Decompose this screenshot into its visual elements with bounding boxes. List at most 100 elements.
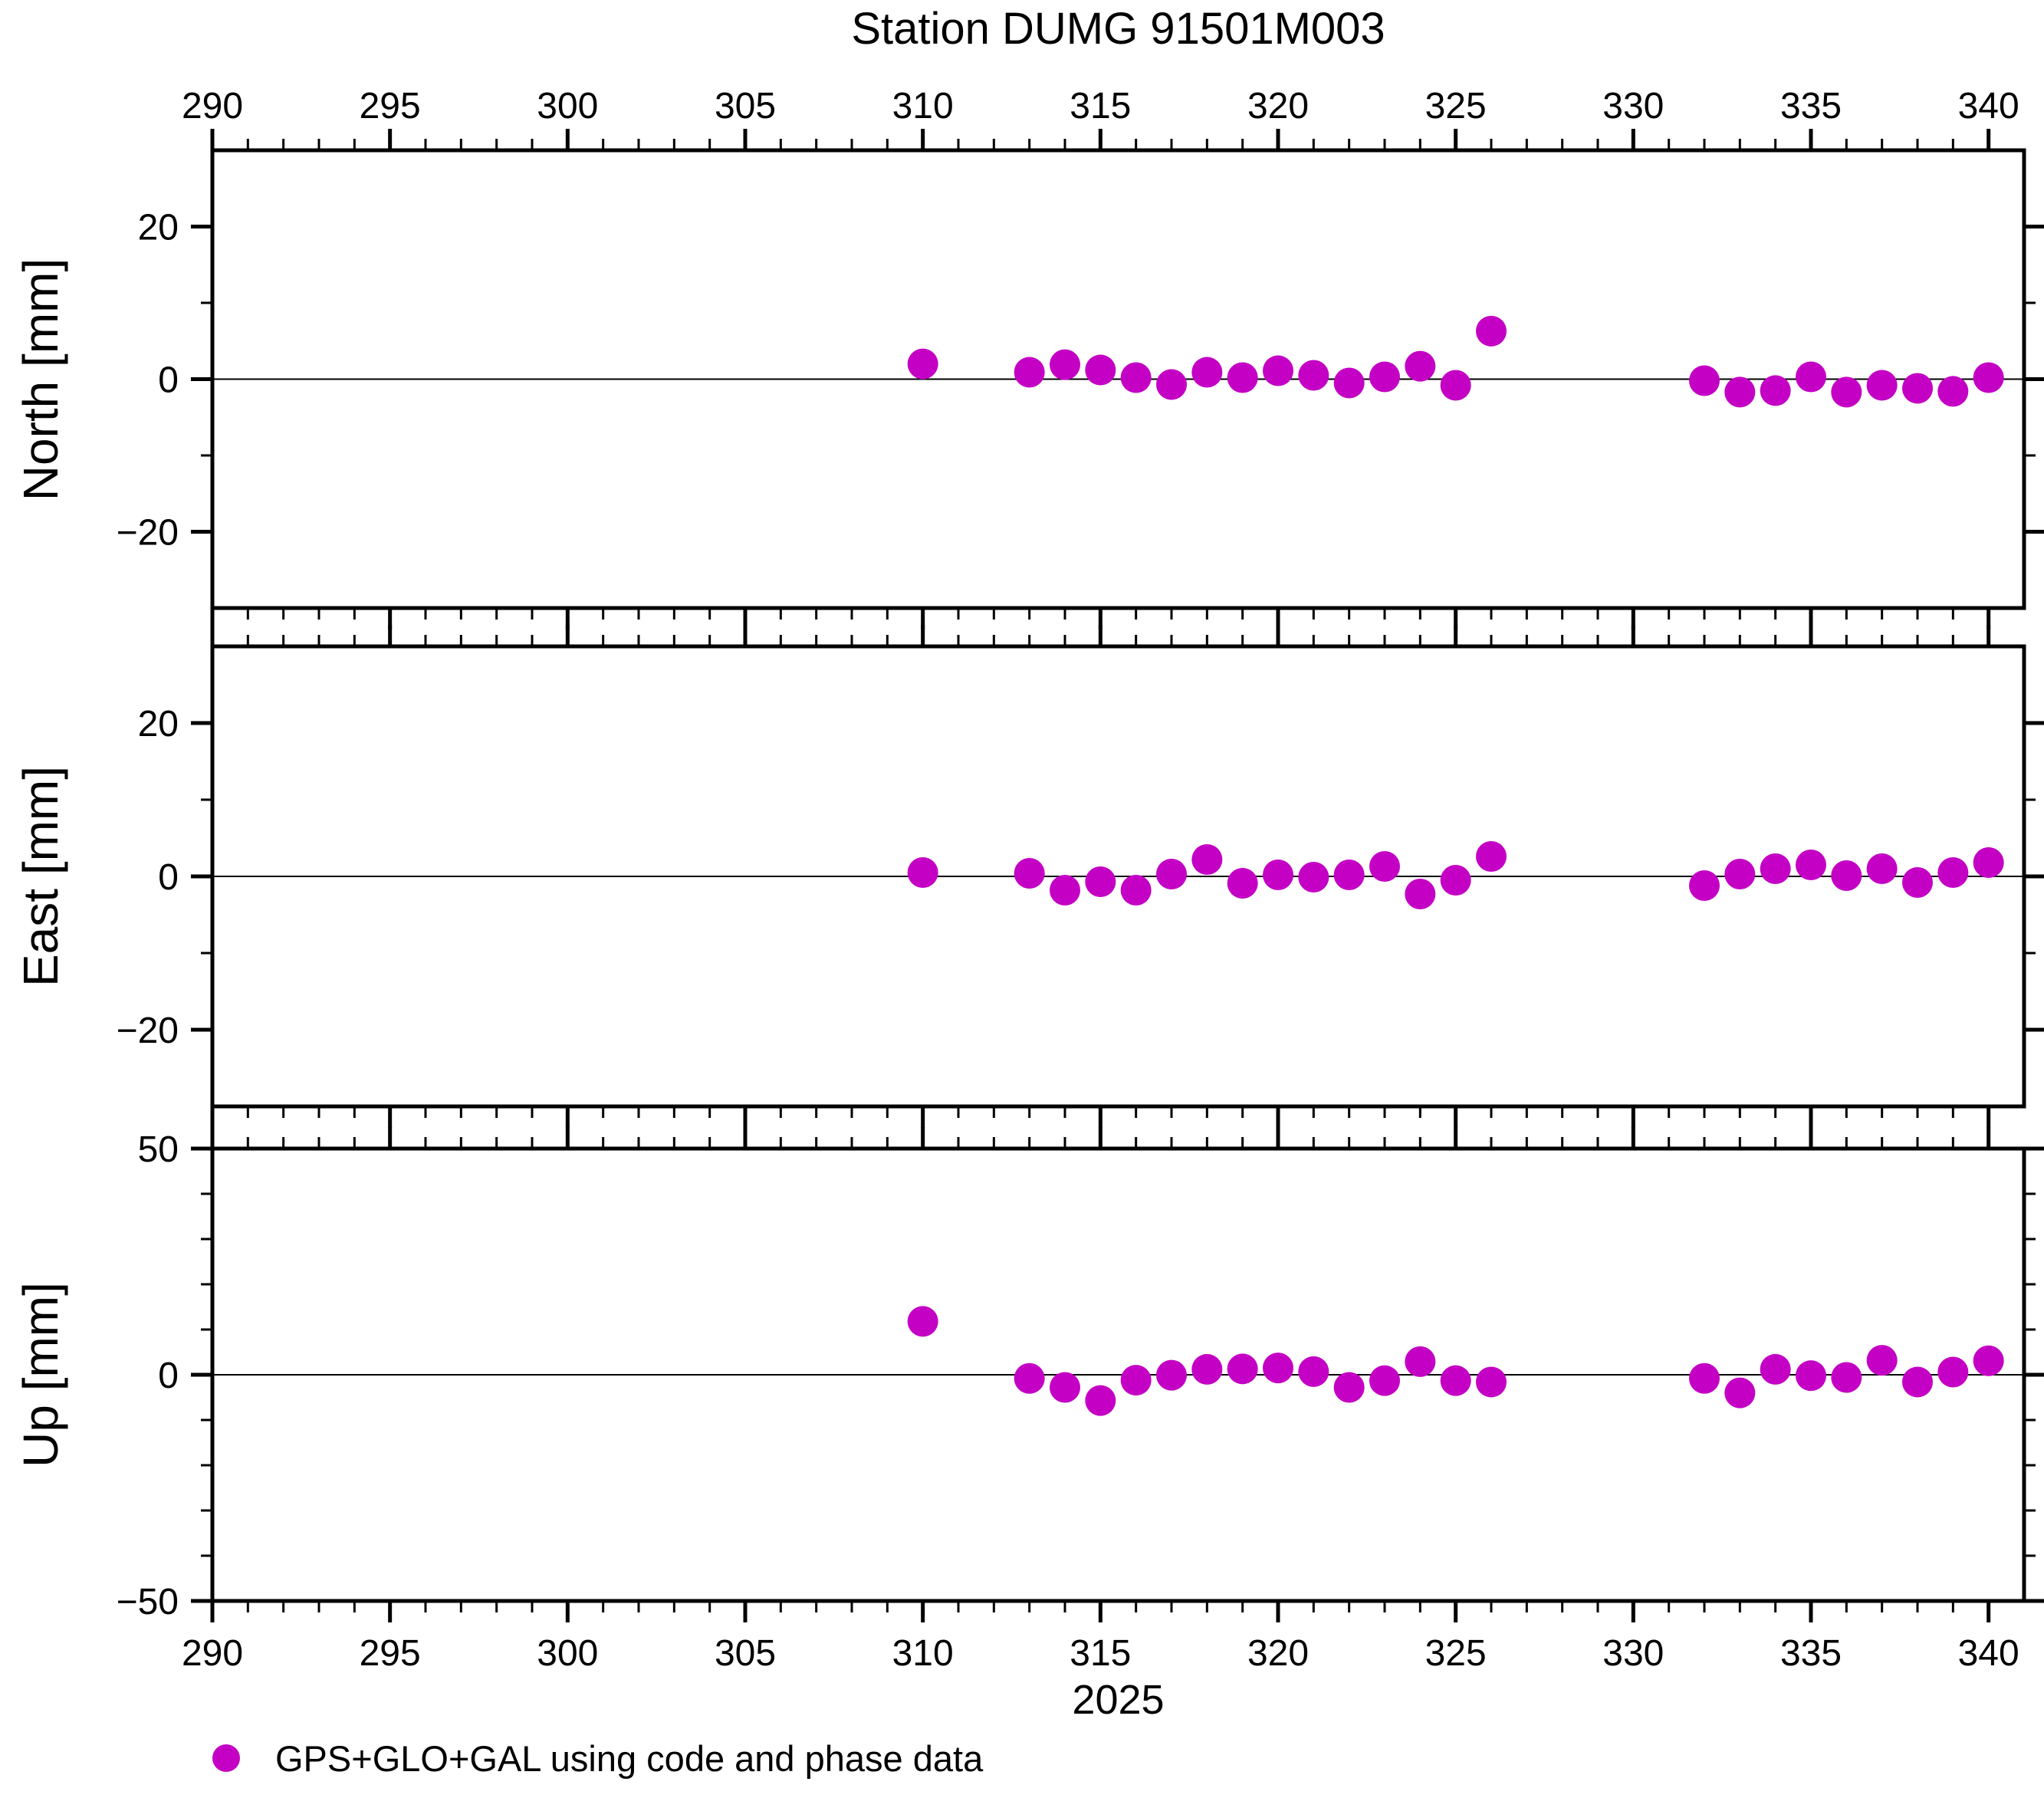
data-point bbox=[1440, 1365, 1471, 1396]
x-tick-label-bottom: 330 bbox=[1602, 1633, 1664, 1674]
x-tick-label-top: 295 bbox=[360, 86, 421, 127]
data-point bbox=[1760, 853, 1791, 884]
panel-frame bbox=[210, 1146, 2026, 1603]
data-point bbox=[1120, 875, 1152, 906]
data-point bbox=[1831, 376, 1862, 408]
data-point bbox=[1014, 357, 1045, 388]
x-tick-label-top: 300 bbox=[537, 86, 598, 127]
chart-title: Station DUMG 91501M003 bbox=[851, 4, 1385, 54]
data-point bbox=[1014, 858, 1045, 889]
x-tick-label-bottom: 340 bbox=[1958, 1633, 2019, 1674]
data-point bbox=[1263, 860, 1293, 890]
panel-frame bbox=[210, 644, 2026, 1109]
data-point bbox=[907, 857, 938, 888]
data-point bbox=[1085, 866, 1116, 897]
data-point bbox=[1476, 841, 1507, 872]
data-point bbox=[1937, 1356, 1969, 1388]
data-point bbox=[1227, 362, 1258, 393]
data-point bbox=[1333, 367, 1365, 399]
data-point bbox=[907, 348, 938, 380]
y-tick-label: −20 bbox=[117, 513, 179, 554]
x-tick-label-bottom: 320 bbox=[1247, 1633, 1309, 1674]
legend-label: GPS+GLO+GAL using code and phase data bbox=[275, 1737, 984, 1779]
data-point bbox=[1724, 859, 1756, 889]
panel-frame bbox=[210, 148, 2026, 610]
data-point bbox=[1050, 875, 1080, 906]
data-point bbox=[1973, 362, 2004, 393]
x-tick-label-bottom: 315 bbox=[1070, 1633, 1131, 1674]
data-point bbox=[1156, 1359, 1187, 1391]
data-point bbox=[1760, 1353, 1791, 1385]
y-tick-label: 0 bbox=[158, 1356, 179, 1396]
data-point bbox=[1333, 860, 1365, 890]
data-point bbox=[1369, 361, 1400, 393]
data-point bbox=[1298, 360, 1329, 391]
legend-marker-icon bbox=[212, 1744, 240, 1772]
x-tick-label-bottom: 310 bbox=[892, 1633, 954, 1674]
x-tick-label-top: 315 bbox=[1070, 86, 1131, 127]
x-axis-year-label: 2025 bbox=[1072, 1677, 1165, 1723]
data-point bbox=[1476, 315, 1507, 347]
x-tick-label-top: 335 bbox=[1780, 86, 1842, 127]
data-point bbox=[1973, 1345, 2004, 1376]
y-tick-label: −50 bbox=[117, 1582, 179, 1622]
data-point bbox=[1369, 851, 1400, 882]
data-point bbox=[1440, 865, 1471, 896]
data-point bbox=[1689, 1362, 1720, 1394]
y-tick-label: −20 bbox=[117, 1011, 179, 1051]
data-point bbox=[1405, 1346, 1436, 1377]
data-point bbox=[1866, 1345, 1898, 1376]
data-point bbox=[1902, 867, 1933, 898]
x-tick-label-bottom: 290 bbox=[182, 1633, 243, 1674]
x-tick-label-bottom: 305 bbox=[715, 1633, 776, 1674]
data-point bbox=[1405, 879, 1436, 909]
data-point bbox=[1724, 1377, 1756, 1408]
data-point bbox=[1796, 850, 1826, 880]
legend: GPS+GLO+GAL using code and phase data bbox=[212, 1731, 983, 1785]
data-point bbox=[1333, 1372, 1365, 1403]
data-point bbox=[1120, 362, 1152, 393]
data-point bbox=[1369, 1365, 1400, 1396]
y-tick-label: 20 bbox=[138, 704, 179, 745]
data-point bbox=[1085, 1385, 1116, 1416]
x-tick-label-bottom: 335 bbox=[1780, 1633, 1842, 1674]
data-point bbox=[1440, 370, 1471, 401]
data-point bbox=[1902, 1366, 1933, 1398]
data-point bbox=[1831, 860, 1862, 891]
data-point bbox=[1724, 376, 1756, 408]
data-point bbox=[1902, 373, 1933, 404]
x-tick-label-top: 340 bbox=[1958, 86, 2019, 127]
y-tick-label: 50 bbox=[138, 1129, 179, 1170]
data-point bbox=[1973, 847, 2004, 878]
data-point bbox=[1866, 370, 1898, 401]
y-tick-label: 0 bbox=[158, 360, 179, 401]
data-point bbox=[1263, 355, 1293, 386]
x-tick-label-bottom: 325 bbox=[1425, 1633, 1487, 1674]
data-point bbox=[1866, 853, 1898, 884]
data-point bbox=[1405, 350, 1436, 382]
data-point bbox=[1191, 844, 1223, 875]
x-tick-label-top: 290 bbox=[182, 86, 243, 127]
data-point bbox=[1191, 357, 1223, 388]
data-point bbox=[1689, 870, 1720, 901]
data-point bbox=[1014, 1362, 1045, 1394]
y-tick-label: 20 bbox=[138, 208, 179, 248]
data-point bbox=[1298, 862, 1329, 892]
data-point bbox=[1263, 1353, 1293, 1384]
x-tick-label-top: 330 bbox=[1602, 86, 1664, 127]
data-point bbox=[1156, 859, 1187, 889]
data-point bbox=[1191, 1353, 1223, 1385]
data-point bbox=[1120, 1365, 1152, 1396]
y-tick-label: 0 bbox=[158, 857, 179, 898]
data-point bbox=[1227, 1353, 1258, 1385]
data-point bbox=[1831, 1362, 1862, 1393]
x-tick-label-top: 310 bbox=[892, 86, 954, 127]
data-point bbox=[1937, 857, 1969, 888]
x-tick-label-bottom: 295 bbox=[360, 1633, 421, 1674]
data-point bbox=[1689, 365, 1720, 396]
data-point bbox=[1050, 1372, 1080, 1403]
data-point bbox=[1937, 376, 1969, 407]
x-tick-label-top: 305 bbox=[715, 86, 776, 127]
